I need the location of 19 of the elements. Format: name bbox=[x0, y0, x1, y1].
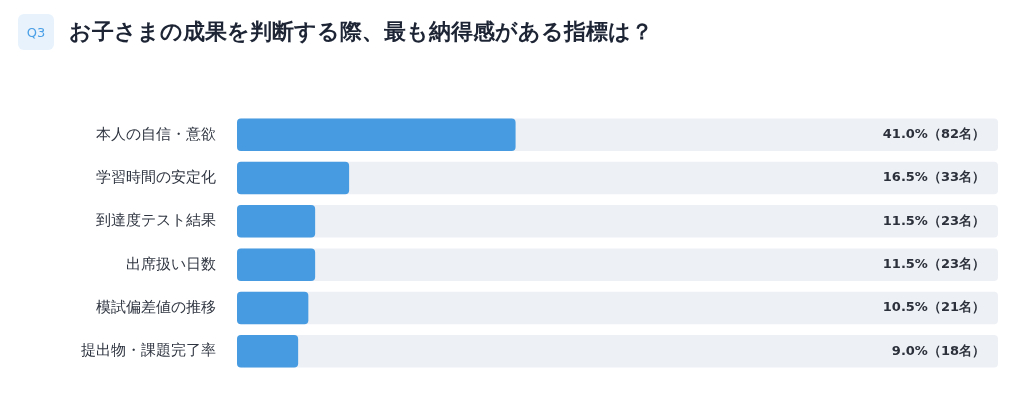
y-tick-label: 出席扱い日数 bbox=[126, 254, 216, 273]
y-tick-label: 到達度テスト結果 bbox=[96, 211, 216, 230]
bar bbox=[237, 335, 299, 368]
chart-title: お子さまの成果を判断する際、最も納得感がある指標は？ bbox=[69, 18, 653, 46]
data-label: 11.5%（23名） bbox=[882, 212, 985, 228]
data-label: 9.0%（18名） bbox=[891, 342, 985, 358]
data-label: 16.5%（33名） bbox=[882, 169, 985, 185]
bar bbox=[237, 291, 309, 325]
y-tick-label: 模試偏差値の推移 bbox=[96, 297, 216, 316]
y-tick-label: 学習時間の安定化 bbox=[96, 167, 216, 186]
bar bbox=[237, 248, 316, 281]
y-tick-label: 提出物・課題完了率 bbox=[81, 341, 216, 360]
data-label: 11.5%（23名） bbox=[882, 256, 985, 272]
question-badge: Q3 bbox=[18, 14, 54, 50]
data-label: 41.0%（82名） bbox=[882, 126, 985, 142]
bar bbox=[237, 161, 350, 195]
y-tick-label: 本人の自信・意欲 bbox=[96, 124, 216, 143]
data-label: 10.5%（21名） bbox=[882, 299, 985, 315]
bar bbox=[237, 205, 316, 238]
